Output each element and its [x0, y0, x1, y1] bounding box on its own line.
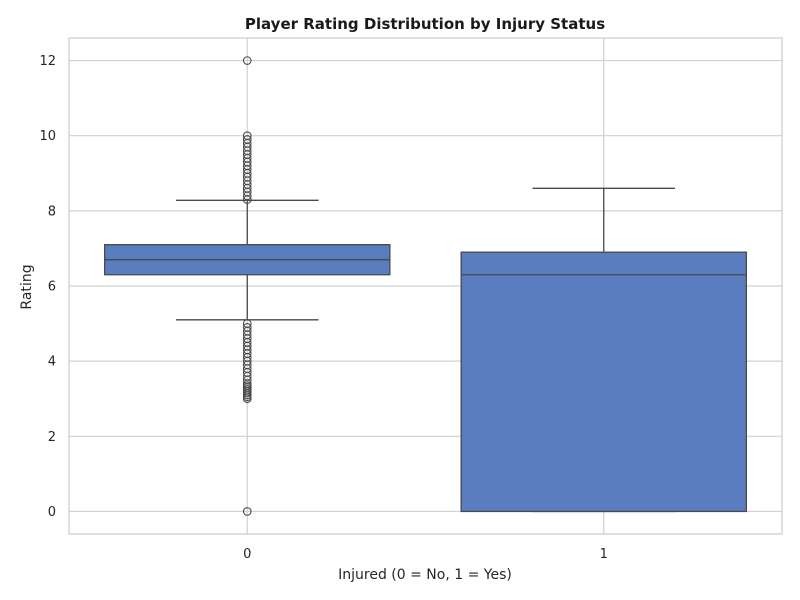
- outlier-point: [242, 56, 252, 65]
- chart-title: Player Rating Distribution by Injury Sta…: [245, 15, 605, 33]
- x-axis-label: Injured (0 = No, 1 = Yes): [338, 567, 512, 583]
- y-axis-label: Rating: [19, 264, 35, 309]
- box-series: [104, 56, 748, 516]
- outlier-point: [242, 319, 252, 328]
- plot-frame: [68, 37, 783, 535]
- x-tick-label: 1: [600, 547, 608, 562]
- y-tick-label: 12: [39, 54, 56, 69]
- y-tick-label: 8: [48, 204, 56, 219]
- outlier-point: [242, 135, 252, 144]
- tick-labels: 0 2 4 6 8 10 12 0 1: [39, 54, 607, 562]
- y-tick-label: 10: [39, 129, 56, 144]
- outlier-point: [242, 322, 252, 332]
- y-tick-label: 4: [48, 355, 56, 370]
- y-tick-label: 6: [48, 280, 56, 295]
- box-group-0: [104, 56, 391, 516]
- outlier-point: [242, 131, 252, 141]
- y-tick-label: 0: [48, 505, 56, 520]
- x-tick-label: 0: [243, 547, 251, 562]
- box-iqr: [460, 251, 748, 513]
- outlier-point: [242, 507, 252, 516]
- box-group-1: [460, 187, 748, 513]
- y-tick-label: 2: [48, 430, 56, 445]
